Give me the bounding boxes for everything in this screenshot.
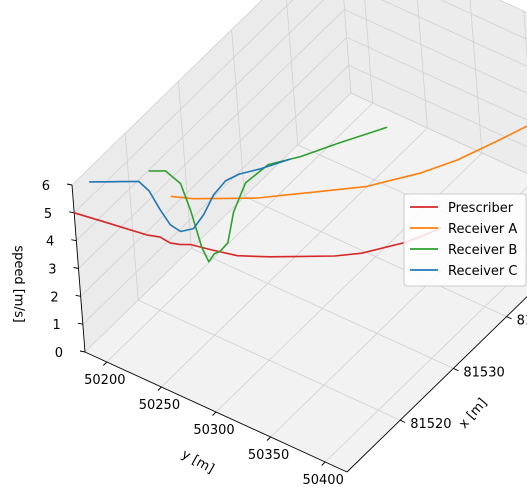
- y-tick-label: 50350: [248, 448, 289, 463]
- y-tick-mark: [321, 461, 326, 466]
- z-tick-label: 4: [46, 235, 54, 250]
- series-lines: [73, 125, 527, 263]
- legend: Prescriber Receiver A Receiver B Receiver C: [403, 193, 527, 287]
- x-tick-label: 81540: [517, 314, 527, 329]
- z-tick-mark: [66, 183, 73, 186]
- legend-box: [403, 193, 527, 287]
- y-tick-mark: [157, 386, 162, 391]
- z-tick-label: 5: [44, 207, 52, 222]
- y-tick-label: 50300: [193, 423, 234, 438]
- z-grid-line: [76, 0, 527, 241]
- y-grid-line: [270, 10, 527, 438]
- z-tick-label: 2: [50, 290, 58, 305]
- tick-labels: 8152081530815408155081560502005025050300…: [42, 179, 527, 487]
- z-grid-line: [80, 36, 527, 297]
- z-tick-mark: [73, 267, 79, 269]
- x-axis-line: [346, 296, 527, 473]
- z-grid-line: [82, 64, 527, 325]
- x-tick-mark: [506, 316, 512, 320]
- z-tick-mark: [69, 211, 75, 214]
- y-grid-line: [324, 264, 527, 463]
- legend-label: Receiver C: [448, 264, 517, 279]
- legend-label: Prescriber: [448, 201, 514, 216]
- y-tick-mark: [103, 361, 108, 366]
- z-axis-label: speed [m/s]: [11, 245, 26, 322]
- z-tick-label: 3: [48, 263, 56, 278]
- y-axis-label: y [m]: [179, 447, 217, 477]
- z-tick-mark: [77, 322, 83, 325]
- z-grid-line: [71, 0, 527, 186]
- legend-label: Receiver B: [448, 243, 517, 258]
- z-tick-label: 0: [55, 346, 63, 361]
- series-line-receiver-a: [170, 125, 527, 200]
- back-pane-left: [72, 0, 351, 352]
- z-tick-mark: [71, 239, 77, 242]
- y-tick-mark: [212, 411, 217, 416]
- z-grid-line: [78, 9, 527, 269]
- floor-pane: [85, 93, 527, 472]
- series-line-prescriber: [73, 212, 442, 258]
- z-tick-mark: [79, 350, 86, 353]
- x-tick-mark: [400, 419, 406, 423]
- axes-panes: [72, 0, 527, 472]
- series-line-receiver-c: [89, 158, 291, 233]
- legend-label: Receiver A: [448, 222, 517, 237]
- y-tick-label: 50250: [139, 398, 180, 413]
- x-tick-label: 81530: [463, 365, 504, 380]
- grid-lines: [71, 0, 527, 463]
- y-tick-label: 50400: [302, 473, 343, 487]
- z-grid-line: [73, 0, 527, 214]
- back-pane-right: [343, 0, 527, 174]
- x-axis-label: x [m]: [456, 396, 490, 432]
- y-tick-label: 50200: [84, 373, 125, 388]
- y-tick-mark: [266, 436, 271, 441]
- z-tick-mark: [75, 294, 81, 297]
- x-tick-mark: [453, 367, 459, 372]
- z-tick-label: 6: [42, 179, 50, 194]
- z-grid-line: [84, 92, 527, 353]
- x-tick-label: 81520: [410, 417, 451, 432]
- z-tick-label: 1: [53, 318, 61, 333]
